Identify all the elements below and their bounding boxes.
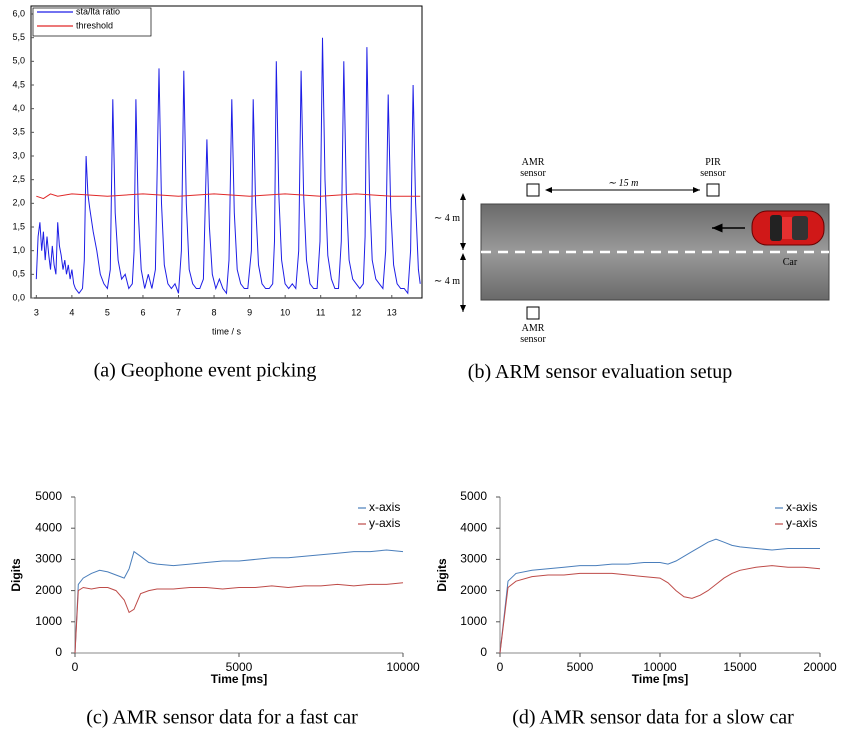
y-tick-label: 6,0 [12,8,25,18]
x-tick-label: 8 [212,307,217,317]
sensor-box [526,183,540,197]
legend-label: sta/lta ratio [76,6,120,16]
y-axis-label: Digits [435,558,449,592]
y-tick-label: 4000 [460,520,487,534]
y-tick-label: 2,0 [12,198,25,208]
x-tick-label: 4 [69,307,74,317]
y-tick-label: 2000 [35,583,62,597]
y-tick-label: 0 [55,645,62,659]
y-tick-label: 5,0 [12,56,25,66]
y-tick-label: 2,5 [12,174,25,184]
legend-label: y-axis [369,516,400,530]
legend-label: x-axis [786,500,817,514]
y-tick-label: 3000 [35,552,62,566]
x-axis-label: Time [ms] [632,672,688,686]
caption: (d) AMR sensor data for a slow car [512,707,794,729]
x-tick-label: 10 [280,307,290,317]
y-tick-label: 2000 [460,583,487,597]
sensor-label: PIR sensor [700,157,726,179]
setup-diagram [460,183,830,320]
caption: (a) Geophone event picking [94,360,317,382]
legend-label: threshold [76,20,113,30]
y-tick-label: 0,0 [12,292,25,302]
x-tick-label: 13 [387,307,397,317]
y-tick-label: 1,5 [12,221,25,231]
plot-frame [30,5,423,299]
y-tick-label: 3,0 [12,150,25,160]
x-tick-label: 9 [247,307,252,317]
car-icon [751,210,825,246]
x-tick-label: 5000 [567,660,594,674]
data-line [499,538,820,654]
x-tick-label: 6 [140,307,145,317]
width-label: ∼ 4 m [433,276,461,287]
legend-label: y-axis [786,516,817,530]
caption: (c) AMR sensor data for a fast car [86,707,358,729]
y-tick-label: 1000 [460,614,487,628]
x-tick-label: 5000 [226,660,253,674]
y-tick-label: 4,0 [12,103,25,113]
y-tick-label: 1,0 [12,245,25,255]
y-tick-label: 5000 [35,489,62,503]
y-tick-label: 4000 [35,520,62,534]
y-axis-label: Digits [9,558,23,592]
sensor-label: AMR sensor [520,323,546,345]
car-label: Car [782,257,798,268]
y-tick-label: 5000 [460,489,487,503]
x-tick-label: 3 [34,307,39,317]
x-tick-label: 10000 [386,660,420,674]
sensor-box [706,183,720,197]
sensor-box [526,306,540,320]
x-axis-label: Time [ms] [211,672,267,686]
y-tick-label: 3,5 [12,127,25,137]
sensor-label: AMR sensor [520,157,546,179]
x-tick-label: 11 [316,307,325,317]
data-line [74,549,404,654]
x-tick-label: 10000 [643,660,677,674]
width-label: ∼ 4 m [433,213,461,224]
x-tick-label: 5 [105,307,110,317]
data-line [74,582,404,654]
y-tick-label: 0,5 [12,269,25,279]
distance-label: ∼ 15 m [607,178,639,189]
caption: (b) ARM sensor evaluation setup [467,361,733,383]
y-tick-label: 3000 [460,552,487,566]
data-line [35,37,421,295]
y-tick-label: 4,5 [12,79,25,89]
legend-label: x-axis [369,500,400,514]
x-tick-label: 0 [72,660,79,674]
data-line [499,565,821,654]
x-tick-label: 20000 [803,660,837,674]
x-tick-label: 0 [497,660,504,674]
y-tick-label: 5,5 [12,32,25,42]
legend-box [32,7,152,37]
y-tick-label: 0 [480,645,487,659]
x-tick-label: 15000 [723,660,757,674]
data-line [36,193,421,200]
x-axis-label: time / s [212,326,242,336]
x-tick-label: 12 [351,307,361,317]
y-tick-label: 1000 [35,614,62,628]
x-tick-label: 7 [176,307,181,317]
